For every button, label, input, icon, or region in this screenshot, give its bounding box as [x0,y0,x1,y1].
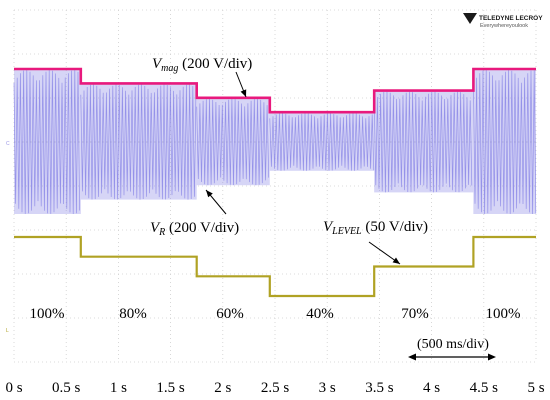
x-axis-tick-labels: 0 s 0.5 s 1 s 1.5 s 2 s 2.5 s 3 s 3.5 s 4 s 4.5 s… [5,380,544,396]
traces: CL [6,67,537,334]
segment-label: 60% [216,306,244,322]
x-tick-label: 3 s [319,380,336,396]
x-tick-label: 3.5 s [365,380,394,396]
segment-label: 100% [30,306,65,322]
teledyne-lecroy-logo: TELEDYNE LECROY Everywhereyoulook [463,13,543,29]
x-tick-label: 4.5 s [470,380,499,396]
grid [13,9,537,363]
segment-label: 40% [306,306,334,322]
x-tick-label: 2.5 s [261,380,290,396]
x-tick-label: 1 s [110,380,127,396]
vr-waveform-trace [13,70,80,215]
x-tick-label: 0 s [5,380,22,396]
vr-waveform-trace [373,91,473,193]
x-tick-label: 2 s [214,380,231,396]
x-tick-label: 0.5 s [52,380,81,396]
segment-label: 80% [119,306,147,322]
annotation-arrows [205,71,401,265]
x-tick-label: 4 s [423,380,440,396]
vmag-arrow-arrowhead-icon [240,89,247,97]
vr-arrow-arrowhead-icon [206,190,213,198]
vr-waveform-trace [269,113,375,171]
vlevel-trace [14,235,536,298]
logo-text: TELEDYNE LECROY [479,15,543,22]
vmag-trace [14,67,536,114]
plot-background [12,8,542,363]
vlevel-arrow-arrowhead-icon [392,257,400,264]
vr-waveform-trace [80,84,197,200]
segment-label: 100% [486,306,521,322]
logo-mark-icon [463,13,477,24]
label-vr: VR (200 V/div) [150,220,239,238]
label-vlevel: VLEVEL (50 V/div) [323,219,428,237]
x-tick-label: 1.5 s [156,380,185,396]
logo-tagline: Everywhereyoulook [480,23,528,29]
segment-labels: 100% 80% 60% 40% 70% 100% [30,306,521,322]
channel-marker: L [6,328,9,334]
channel-marker: C [6,141,10,147]
time-scale-indicator: (500 ms/div) [408,337,496,361]
x-tick-label: 5 s [527,380,544,396]
arrowhead-left-icon [408,353,416,361]
arrowhead-right-icon [488,353,496,361]
vr-waveform-trace [196,98,270,186]
segment-label: 70% [401,306,429,322]
label-vmag: Vmag (200 V/div) [152,56,252,74]
vr-waveform-trace [473,70,537,215]
time-scale-label: (500 ms/div) [417,337,489,352]
